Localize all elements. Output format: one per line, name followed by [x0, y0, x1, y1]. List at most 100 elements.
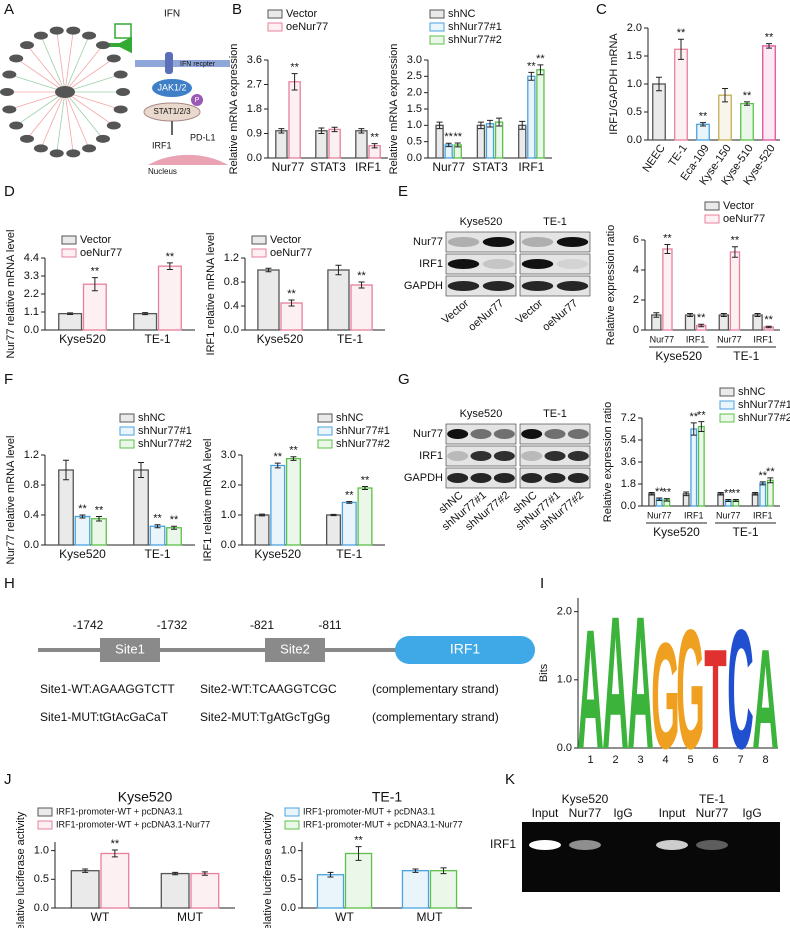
y-tick-label: 6 [633, 234, 639, 246]
bar [536, 69, 545, 159]
legend-swatch [704, 201, 720, 211]
y-axis-label: Relative mRNA expression [388, 44, 400, 175]
error-bar [722, 87, 728, 103]
logo-letter: A [577, 595, 604, 786]
error-bar [346, 501, 353, 504]
x-tick-label: STAT3 [472, 160, 508, 174]
error-bar [335, 264, 342, 276]
bar [288, 81, 301, 159]
node [95, 134, 110, 143]
bar [476, 124, 486, 159]
edge [9, 91, 66, 110]
bar [729, 251, 741, 331]
y-tick-label: 0.5 [407, 136, 422, 148]
bar [494, 121, 504, 159]
group-label: Kyse520 [655, 349, 702, 363]
blot-band [447, 429, 469, 439]
significance: ** [536, 53, 545, 65]
gene-label: IRF1 [450, 641, 481, 657]
receptor-shape [165, 52, 173, 74]
bar [91, 518, 107, 546]
lane-label: Nur77 [696, 806, 729, 820]
bar [766, 479, 774, 507]
x-tick-label: STAT3 [310, 160, 346, 174]
error-bar [290, 456, 297, 461]
error-bar [371, 143, 378, 149]
logo-letter: G [651, 612, 680, 781]
legend-swatch [37, 807, 53, 817]
error-bar [142, 312, 149, 316]
legend-label: shNC [738, 386, 766, 398]
label: P [195, 97, 200, 104]
y-tick-label: 1.1 [24, 306, 39, 318]
y-axis-label: IRF1 relative mRNA level [205, 233, 217, 356]
y-tick-label: 2.7 [247, 78, 262, 90]
error-bar [278, 128, 285, 134]
y-tick-label: 3.6 [247, 54, 262, 66]
error-bar [766, 43, 772, 49]
bar [133, 469, 149, 546]
y-axis-label: Nur77 relative mRNA level [5, 436, 17, 565]
y-tick-label: 0.0 [24, 324, 39, 336]
error-bar [717, 492, 724, 496]
legend-label: IRF1-promoter-MUT + pcDNA3.1-Nur77 [303, 819, 463, 829]
node [33, 144, 48, 153]
error-bar [96, 516, 102, 522]
bar [697, 425, 705, 507]
position-label: -1742 [73, 618, 104, 632]
y-tick-label: 0.5 [627, 106, 642, 118]
error-bar [330, 513, 337, 517]
y-tick-label: 1.2 [224, 252, 239, 264]
sequence-text: Site2-WT:TCAAGGTCGC [200, 682, 337, 696]
error-bar [327, 871, 334, 878]
significance: ** [111, 838, 120, 850]
blot-band [447, 473, 469, 483]
y-tick-label: 1.0 [221, 509, 236, 521]
legend-swatch [61, 248, 77, 258]
y-tick-label: 1.0 [281, 845, 296, 857]
error-bar [331, 126, 338, 133]
significance: ** [732, 487, 741, 499]
significance: ** [153, 513, 162, 525]
bar [355, 130, 368, 159]
significance: ** [287, 288, 296, 300]
edge [56, 91, 66, 154]
x-tick-label: Kyse520 [59, 332, 106, 346]
blot-band [567, 451, 589, 461]
gel-band [569, 840, 601, 850]
lane-label: Input [532, 806, 559, 820]
y-tick-label: 7.2 [621, 412, 636, 424]
blot-band [544, 451, 566, 461]
panel-letter: J [4, 771, 12, 788]
error-bar [653, 312, 660, 318]
label: STAT1/2/3 [153, 107, 191, 116]
x-tick-label: IRF1 [686, 334, 706, 344]
y-tick-label: 0.0 [557, 742, 572, 754]
x-tick-label: TE-1 [144, 332, 170, 346]
y-tick-label: 1.8 [621, 478, 636, 490]
bar [762, 45, 776, 141]
bar [327, 269, 350, 331]
legend-label: oeNur77 [270, 247, 312, 259]
position-label: -1732 [157, 618, 188, 632]
x-tick-label: TE-1 [337, 332, 363, 346]
blot-band [447, 259, 480, 269]
sequence-text: (complementary strand) [372, 710, 499, 724]
error-bar [82, 868, 89, 873]
legend-swatch [429, 35, 445, 45]
row-label: IRF1 [419, 258, 443, 270]
legend-swatch [251, 248, 267, 258]
row-label: GAPDH [404, 472, 443, 484]
legend-swatch [317, 426, 333, 436]
edge [64, 91, 90, 149]
legend-label: shNur77#1 [448, 21, 502, 33]
significance: ** [697, 312, 706, 324]
blot-band [567, 473, 589, 483]
significance: ** [697, 410, 706, 422]
y-tick-label: 2.0 [221, 479, 236, 491]
error-bar [274, 462, 281, 469]
significance: ** [357, 270, 366, 282]
x-tick-label: 3 [637, 754, 643, 766]
significance: ** [663, 487, 672, 499]
bar [751, 493, 759, 507]
